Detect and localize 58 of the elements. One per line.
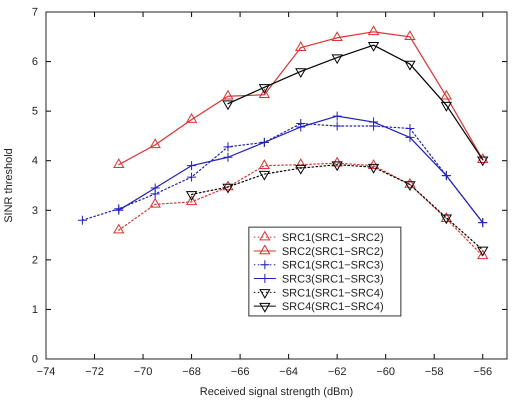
y-tick-label: 1 [32,304,38,316]
point [150,138,160,148]
point [404,60,416,70]
point [77,215,88,226]
legend-label: SRC1(SRC1−SRC2) [282,232,384,244]
legend-label: SRC4(SRC1−SRC4) [282,301,384,314]
y-tick-label: 5 [32,106,38,118]
point [441,102,452,112]
y-tick-label: 7 [32,6,38,19]
point [222,180,234,190]
y-tick-label: 4 [32,155,38,168]
point [222,100,234,110]
point [404,132,415,142]
x-tick-label: −70 [134,366,152,378]
x-tick-label: −56 [473,366,492,378]
y-tick-label: 2 [32,254,38,266]
point [150,182,160,193]
point [259,84,270,94]
point [441,212,452,222]
x-tick-label: −60 [376,366,396,378]
point [113,158,124,168]
point [477,250,488,260]
point [259,160,270,169]
legend-label: SRC1(SRC1−SRC4) [282,287,384,300]
legend-label: SRC3(SRC1−SRC3) [282,274,384,286]
x-axis-title: Received signal strength (dBm) [200,386,354,398]
x-tick-label: −66 [230,366,250,378]
point [186,160,197,171]
point [368,160,379,169]
y-tick-label: 6 [32,56,38,68]
point [332,54,342,64]
x-tick-label: −68 [182,366,201,378]
point [368,42,379,52]
point [404,123,415,134]
point [186,172,197,182]
y-tick-label: 0 [32,354,38,366]
legend-label: SRC2(SRC1−SRC2) [282,246,384,258]
point [113,224,124,234]
point [332,157,342,166]
y-tick-label: 3 [32,204,38,217]
point [222,142,233,152]
point [295,68,306,78]
y-axis-title: SINR threshold [3,148,15,223]
legend-label: SRC1(SRC1−SRC3) [282,260,384,272]
point [332,111,342,122]
x-tick-label: −74 [36,366,56,378]
x-tick-label: −62 [328,366,346,378]
point [296,122,306,132]
x-tick-label: −58 [424,366,444,378]
point [404,178,416,188]
x-tick-label: −64 [279,366,298,378]
point [477,154,488,163]
point [332,121,342,132]
point [150,198,160,208]
x-tick-label: −72 [85,366,104,378]
point [222,152,233,162]
point [295,158,306,168]
point [186,196,197,206]
